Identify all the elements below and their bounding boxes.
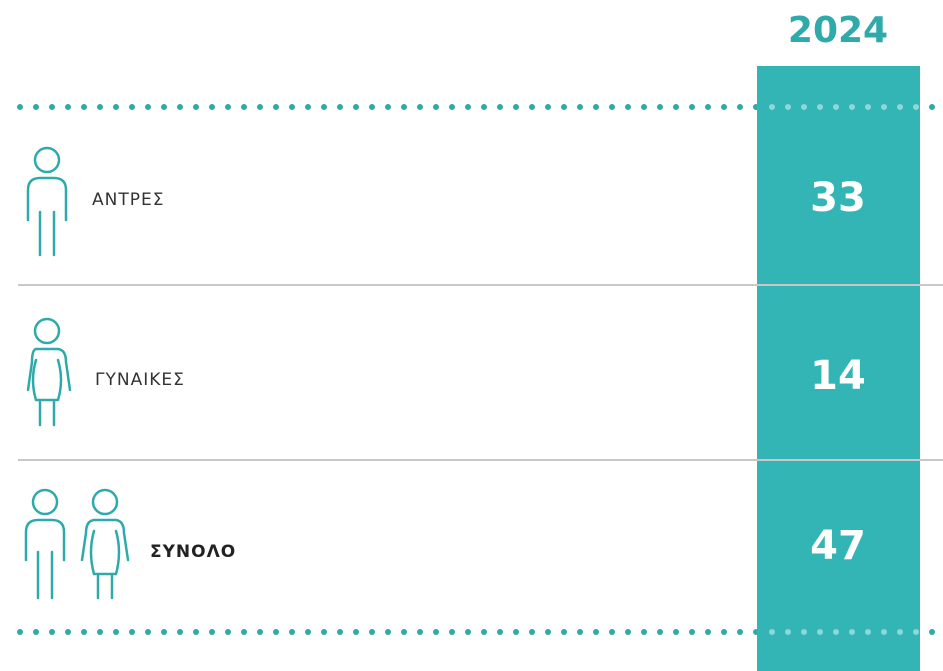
- year-column: [757, 66, 920, 671]
- man-icon: [26, 146, 68, 257]
- row-value: 47: [810, 523, 866, 569]
- row-label: ΣΥΝΟΛΟ: [150, 542, 236, 562]
- man-icon: [24, 488, 66, 600]
- woman-icon: [26, 317, 72, 427]
- row-value: 14: [810, 353, 866, 399]
- row-label: ΓΥΝΑΙΚΕΣ: [95, 370, 185, 390]
- woman-icon: [80, 488, 130, 600]
- row-label: ΑΝΤΡΕΣ: [92, 190, 164, 210]
- year-header: 2024: [788, 10, 888, 51]
- row-value: 33: [810, 175, 866, 221]
